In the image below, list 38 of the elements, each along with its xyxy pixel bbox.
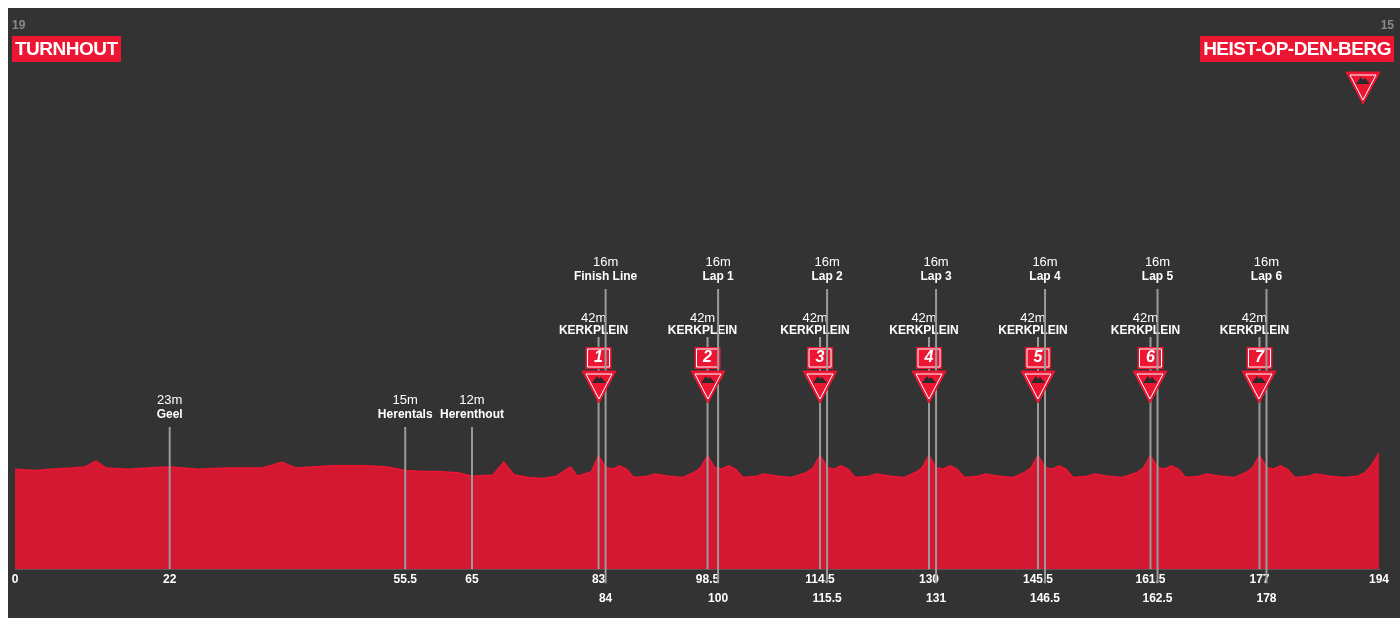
ref-line-label: 16m Lap 2 bbox=[811, 253, 844, 284]
ref-line-label: 12m Herenthout bbox=[440, 391, 505, 422]
x-tick-label: 114.5 bbox=[805, 571, 836, 586]
ref-line-label: 42m KERKPLEIN 7 bbox=[1219, 309, 1290, 366]
ref-line-label: 42m KERKPLEIN 3 bbox=[780, 309, 850, 366]
ref-line-label: 42m KERKPLEIN 1 bbox=[558, 309, 629, 366]
x-tick-label: 65 bbox=[465, 571, 479, 586]
ref-line-label: 42m KERKPLEIN 5 bbox=[998, 309, 1068, 366]
x-tick-label: 145.5 bbox=[1022, 571, 1054, 586]
ref-line-label: 23m Geel bbox=[156, 391, 183, 422]
ref-line-label: 16m Lap 5 bbox=[1141, 253, 1174, 284]
ref-line-label: 16m Lap 1 bbox=[702, 253, 735, 284]
x2-tick-label: 162.5 bbox=[1142, 591, 1173, 606]
x2-tick-label: 115.5 bbox=[812, 591, 843, 606]
chart-subtitle: HEIST-OP-DEN-BERG bbox=[1200, 36, 1394, 62]
x-tick-label: 22 bbox=[163, 571, 177, 586]
x-tick-label: 55.5 bbox=[393, 571, 418, 586]
x2-tick-label: 131 bbox=[926, 591, 947, 606]
x2-tick-label: 146.5 bbox=[1030, 591, 1061, 606]
ref-line-label: 42m KERKPLEIN 6 bbox=[1110, 309, 1181, 366]
x-tick-label: 98.5 bbox=[695, 571, 720, 586]
ref-line-label: 16m Lap 3 bbox=[920, 253, 953, 284]
x-tick-label: 194 bbox=[1368, 571, 1390, 586]
x2-tick-label: 100 bbox=[708, 591, 729, 606]
x-tick-label: 0 bbox=[11, 571, 19, 586]
x-tick-label: 83 bbox=[591, 571, 606, 586]
x2-tick-label: 178 bbox=[1256, 591, 1277, 606]
ref-line-label: 16m Lap 6 bbox=[1250, 253, 1283, 284]
ref-line-label: 16m Finish Line bbox=[573, 253, 638, 284]
ref-line-label: 16m Lap 4 bbox=[1029, 253, 1062, 284]
ref-line-label: 42m KERKPLEIN 2 bbox=[667, 309, 738, 366]
x-tick-label: 161.5 bbox=[1135, 571, 1166, 586]
ref-line-label: 15m Herentals bbox=[377, 391, 433, 422]
chart-title: TURNHOUT bbox=[12, 36, 121, 62]
x2-tick-label: 84 bbox=[598, 591, 613, 606]
ref-line-label: 42m KERKPLEIN 4 bbox=[889, 309, 959, 366]
text: 15 bbox=[1379, 18, 1394, 32]
text: 19 bbox=[12, 18, 27, 32]
